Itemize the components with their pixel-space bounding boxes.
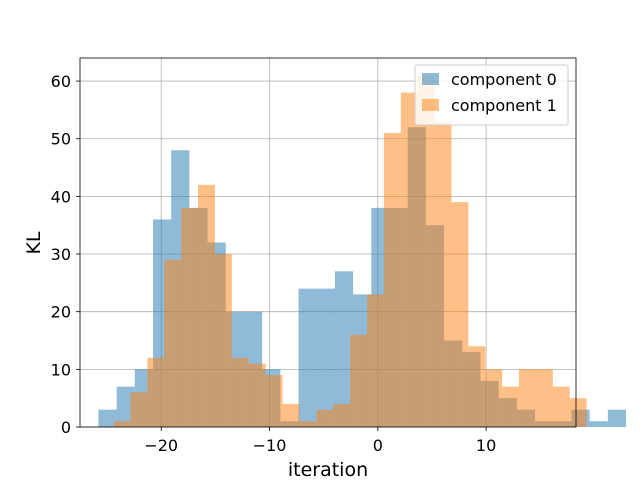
y-axis-label: KL [23, 231, 45, 254]
histogram-bar [589, 421, 608, 427]
histogram-bar [298, 288, 317, 427]
histogram-bar [198, 184, 215, 427]
y-tick-label: 50 [51, 130, 71, 149]
x-tick-label: 10 [476, 436, 496, 455]
histogram-bar [485, 369, 503, 427]
legend-swatch-component-0 [422, 73, 439, 85]
histogram-bar [334, 271, 354, 427]
histogram-bar [400, 92, 418, 427]
x-tick-label: −20 [144, 436, 178, 455]
legend: component 0 component 1 [414, 64, 569, 126]
histogram-bar [535, 369, 553, 427]
histogram-bar [113, 421, 131, 427]
histogram-bar [130, 392, 148, 427]
histogram-bar [116, 386, 135, 427]
histogram-bar [214, 254, 232, 427]
plot-frame [79, 57, 577, 428]
histogram-bar [98, 409, 117, 427]
series-1-bars [113, 75, 587, 427]
histogram-bar [569, 398, 587, 427]
histogram-bars [98, 75, 627, 427]
histogram-bar [607, 409, 627, 427]
x-tick-label: 0 [373, 436, 383, 455]
histogram-bar [350, 334, 367, 427]
x-tick-label: −10 [253, 436, 287, 455]
y-tick-label: 0 [61, 418, 71, 437]
histogram-bar [366, 294, 384, 427]
histogram-bar [468, 346, 486, 427]
axis-ticks: −20 −10 0 10 0 10 20 30 40 50 60 [51, 72, 497, 455]
histogram-bar [333, 403, 351, 427]
y-tick-label: 40 [51, 187, 71, 206]
histogram-bar [147, 357, 165, 427]
histogram-bar [417, 75, 435, 427]
legend-label-component-1: component 1 [451, 96, 557, 115]
histogram-bar [248, 363, 266, 427]
histogram-bar [231, 357, 249, 427]
histogram-bar [383, 132, 401, 427]
y-tick-label: 10 [51, 360, 71, 379]
histogram-bar [552, 386, 570, 427]
histogram-bar [502, 386, 520, 427]
y-tick-label: 30 [51, 245, 71, 264]
legend-swatch-component-1 [422, 99, 439, 111]
histogram-bar [519, 369, 536, 427]
y-tick-label: 20 [51, 303, 71, 322]
histogram-bar [299, 421, 317, 427]
legend-box [414, 64, 569, 126]
histogram-bar [434, 121, 452, 427]
x-axis-label: iteration [288, 459, 368, 480]
histogram-bar [451, 202, 469, 427]
histogram-bar [316, 288, 335, 427]
y-tick-label: 60 [51, 72, 71, 91]
histogram-bar [265, 375, 283, 427]
histogram-bar [282, 403, 300, 427]
histogram-bar [181, 207, 199, 427]
histogram-bar [316, 409, 334, 427]
histogram-bar [164, 259, 182, 427]
legend-label-component-0: component 0 [451, 70, 557, 89]
